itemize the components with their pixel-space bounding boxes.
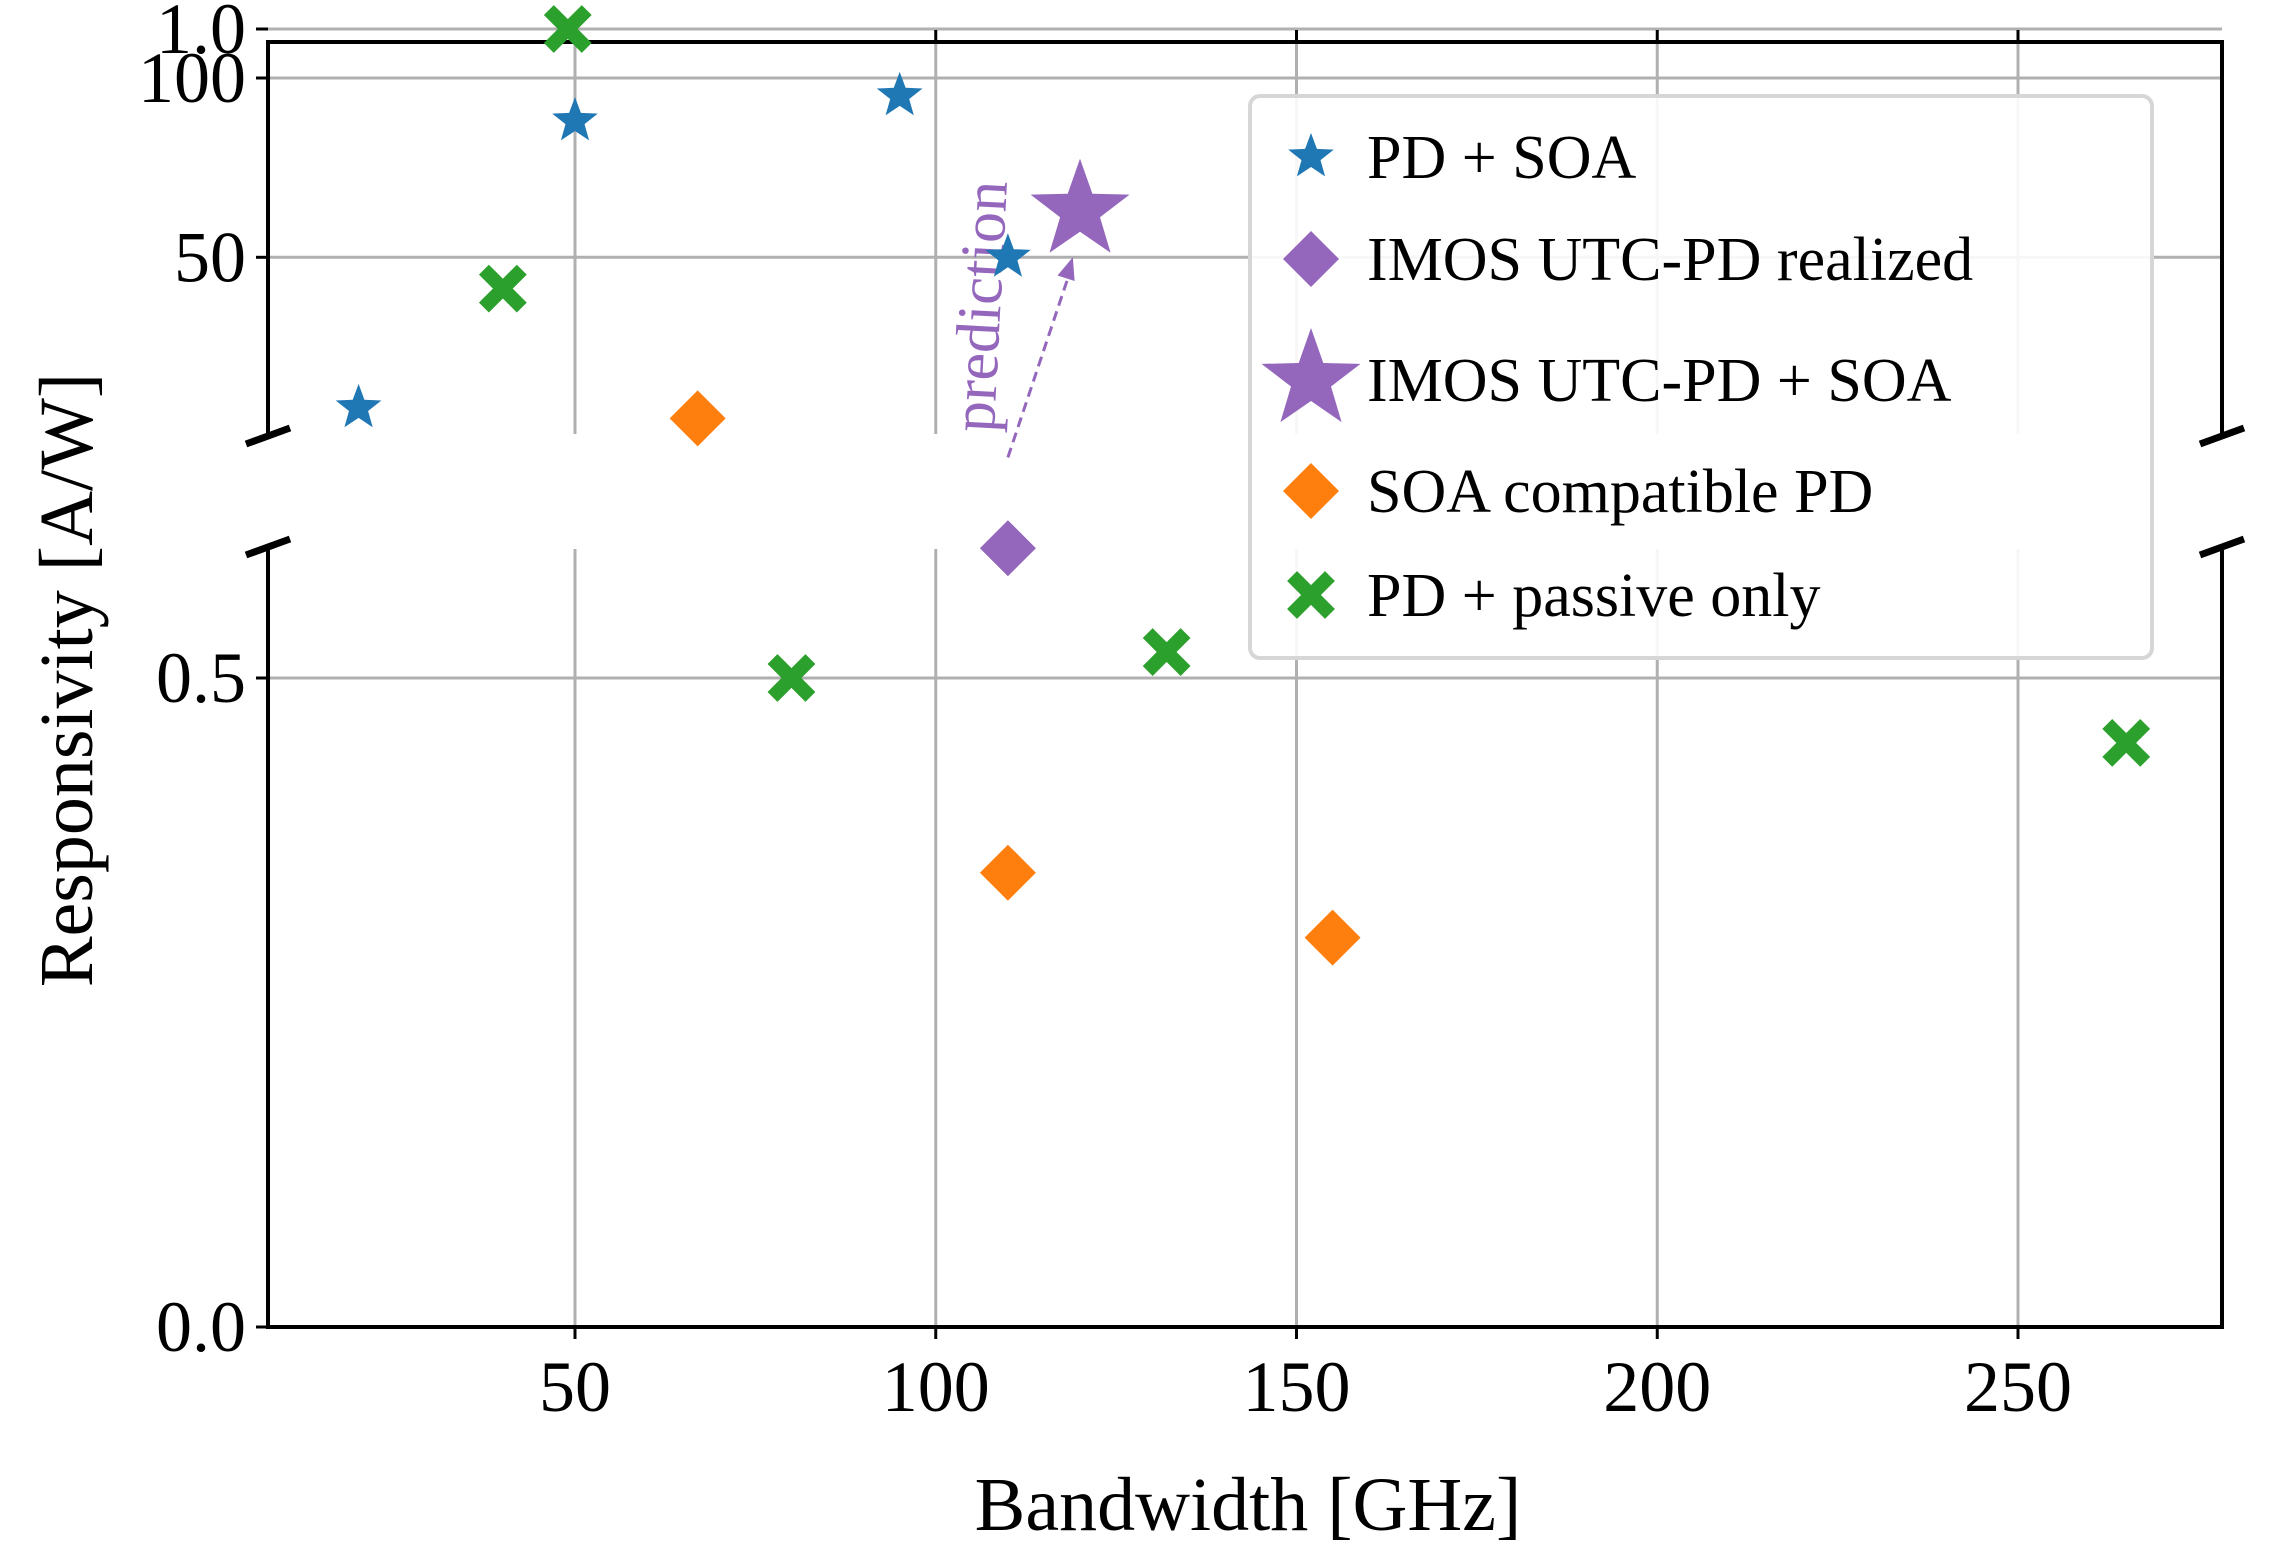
y-tick-label: 1.0 [156, 0, 246, 69]
series-0 [335, 71, 1031, 428]
data-point [979, 520, 1036, 577]
upper-axes-frame [266, 40, 2224, 434]
data-point [543, 5, 592, 53]
axes-frame [244, 40, 2246, 1329]
data-point [478, 264, 527, 313]
data-point [1030, 158, 1130, 253]
axis-break-mark [244, 424, 292, 448]
axis-ticks: 50 100 150 200 250 0.0 0.5 1.0 50 100 [138, 0, 2072, 1427]
x-tick-label: 250 [1964, 1347, 2072, 1427]
x-marker-stroke [2102, 719, 2151, 767]
y-axis-label: Responsivity [A/W] [25, 373, 109, 987]
data-points [335, 5, 2151, 966]
data-point [552, 97, 598, 141]
legend-label: SOA compatible PD [1367, 458, 1873, 526]
prediction-label: prediction [940, 179, 1021, 434]
y-tick-label: 0.5 [156, 638, 246, 718]
axis-break-mark [244, 535, 292, 559]
y-tick-label: 100 [138, 38, 246, 118]
y-tick-label: 50 [174, 217, 246, 297]
data-point [2102, 719, 2151, 767]
prediction-arrow-head [1057, 257, 1075, 282]
legend: PD + SOA IMOS UTC-PD realized IMOS UTC-PD … [1248, 94, 2154, 660]
legend-marker [1261, 328, 1361, 423]
x-tick-label: 100 [882, 1347, 990, 1427]
legend-marker [1287, 571, 1335, 619]
x-marker-stroke [543, 5, 592, 53]
y-tick-label: 0.0 [156, 1287, 246, 1367]
legend-entry: SOA compatible PD [1283, 458, 1873, 526]
prediction-arrow-line [1006, 262, 1075, 458]
legend-marker [1283, 463, 1339, 519]
data-point [335, 383, 382, 428]
legend-box [1248, 94, 2154, 660]
series-2 [1030, 158, 1130, 253]
data-point [985, 233, 1031, 277]
data-point [1142, 628, 1191, 676]
x-marker-stroke [1142, 628, 1191, 676]
x-tick-label: 150 [1243, 1347, 1351, 1427]
x-marker-stroke [1287, 571, 1335, 619]
series-3 [669, 390, 1361, 966]
data-point [876, 71, 923, 116]
x-axis-label: Bandwidth [GHz] [975, 1463, 1522, 1547]
data-point [767, 654, 816, 702]
x-marker-stroke [767, 654, 816, 702]
legend-entry: IMOS UTC-PD realized [1283, 226, 1973, 294]
lower-axes-frame [266, 549, 2224, 1329]
x-tick-label: 50 [539, 1347, 611, 1427]
legend-marker [1288, 133, 1334, 177]
data-point [669, 390, 726, 447]
legend-marker [1283, 231, 1339, 287]
data-point [1304, 909, 1361, 966]
legend-label: PD + passive only [1367, 562, 1820, 630]
data-point [979, 844, 1036, 901]
legend-entry: IMOS UTC-PD + SOA [1261, 328, 1952, 423]
legend-label: IMOS UTC-PD + SOA [1367, 347, 1952, 415]
series-1 [979, 520, 1036, 577]
legend-label: PD + SOA [1367, 124, 1636, 192]
legend-label: IMOS UTC-PD realized [1367, 226, 1973, 294]
series-4 [478, 5, 2151, 767]
axis-break-mark [2198, 535, 2246, 559]
legend-entry: PD + passive only [1287, 562, 1820, 630]
x-marker-stroke [478, 264, 527, 313]
prediction-annotation: prediction [940, 179, 1075, 458]
x-tick-label: 200 [1603, 1347, 1711, 1427]
axis-break-mark [2198, 424, 2246, 448]
legend-entry: PD + SOA [1288, 124, 1636, 192]
